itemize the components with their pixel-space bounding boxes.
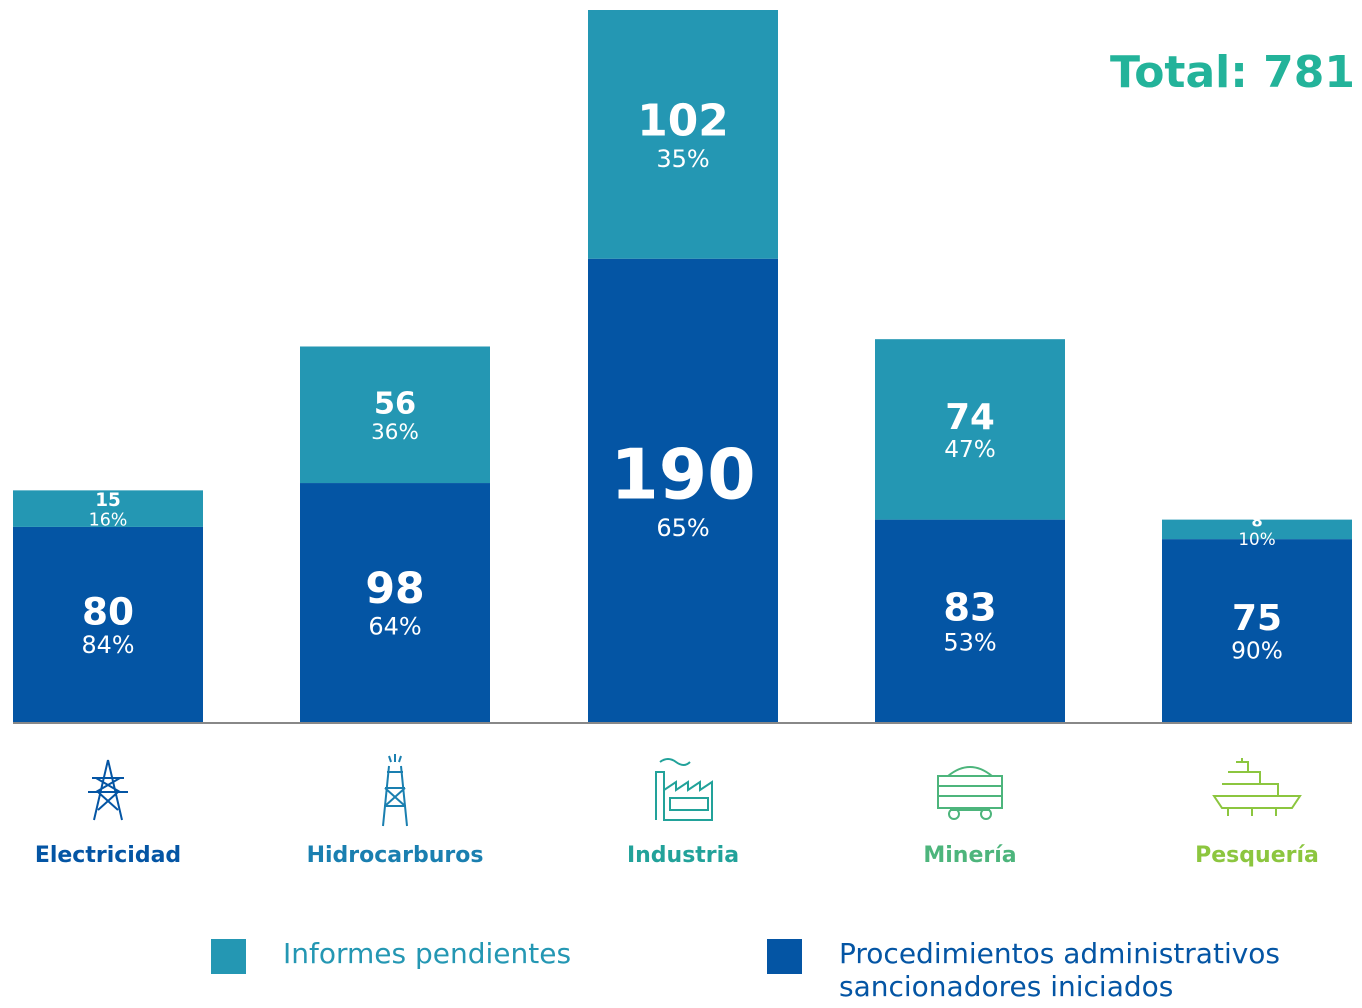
bar-segment (588, 10, 778, 259)
value-label: 74 (945, 397, 995, 438)
value-label: 8 (1251, 511, 1262, 530)
bar-segment (1162, 539, 1352, 722)
percent-label: 35% (656, 145, 709, 173)
value-label: 98 (365, 564, 424, 614)
percent-label: 10% (1238, 529, 1275, 549)
bar-segment (588, 258, 778, 722)
icon-oil (382, 754, 408, 827)
legend-item: Informes pendientes (211, 937, 571, 974)
category-label: Electricidad (35, 843, 181, 868)
icon-industry (655, 758, 713, 821)
icon-mining (937, 766, 1003, 820)
percent-label: 64% (368, 612, 421, 640)
bar-segment (1162, 519, 1352, 540)
bar-segment (875, 339, 1065, 520)
legend-swatch (767, 939, 802, 974)
value-label: 80 (82, 589, 134, 633)
category-label: Industria (627, 843, 739, 868)
bar-segment (13, 490, 203, 527)
bar-segment (300, 483, 490, 722)
bar-segment (300, 346, 490, 484)
icons (88, 754, 1302, 827)
legend-label: Procedimientos administrativos sancionad… (839, 937, 1281, 1003)
legend-item: Procedimientos administrativos sancionad… (767, 937, 1327, 1003)
value-label: 190 (610, 435, 755, 516)
value-label: 15 (95, 490, 121, 511)
percent-label: 47% (944, 436, 996, 463)
value-label: 56 (374, 387, 416, 422)
legend-label: Informes pendientes (283, 937, 572, 970)
total-annotation: Total: 781 (1110, 47, 1355, 98)
icon-electricity (88, 759, 128, 821)
icon-fishing (1212, 758, 1302, 816)
category-label: Minería (923, 843, 1016, 868)
percent-label: 84% (82, 631, 135, 659)
percent-label: 65% (656, 514, 709, 542)
bar-segment (875, 519, 1065, 722)
percent-label: 36% (371, 420, 419, 445)
value-label: 102 (637, 96, 729, 147)
value-label: 83 (943, 586, 996, 631)
percent-label: 16% (89, 510, 128, 530)
bar-segment (13, 526, 203, 722)
category-label: Pesquería (1195, 843, 1319, 868)
percent-label: 90% (1231, 638, 1283, 665)
category-label: Hidrocarburos (307, 843, 484, 868)
percent-label: 53% (943, 629, 996, 657)
value-label: 75 (1232, 598, 1282, 639)
legend-swatch (211, 939, 246, 974)
